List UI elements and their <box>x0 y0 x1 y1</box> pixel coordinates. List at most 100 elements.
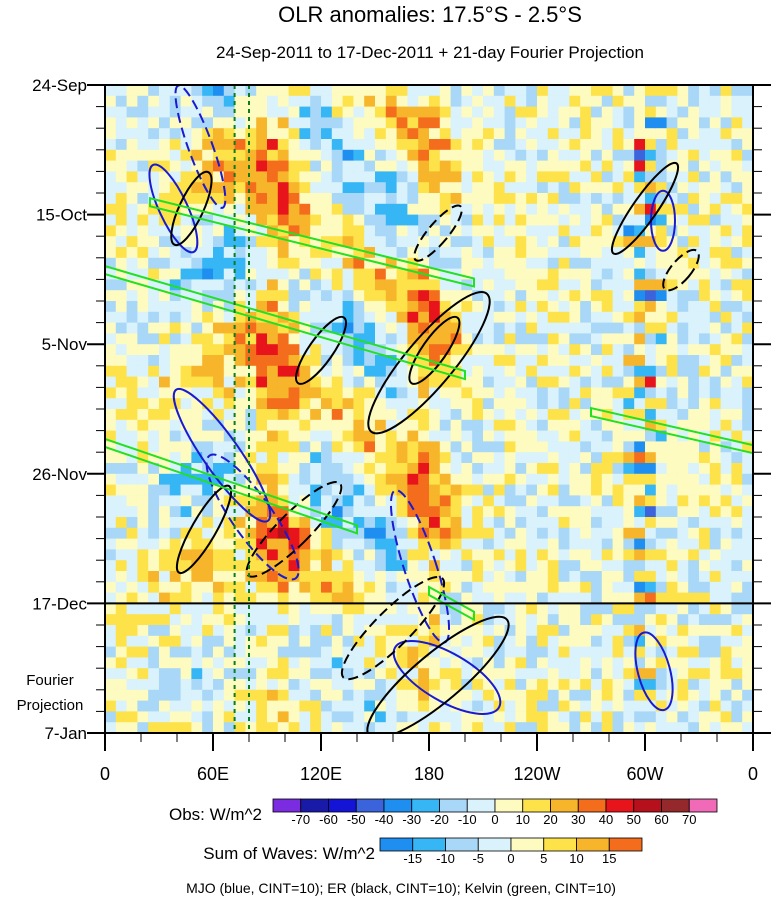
anomaly-cell <box>699 95 711 108</box>
anomaly-cell <box>148 225 160 237</box>
anomaly-cell <box>331 452 344 464</box>
anomaly-cell <box>655 657 668 669</box>
anomaly-cell <box>126 236 138 248</box>
anomaly-cell <box>688 268 700 280</box>
anomaly-cell <box>677 473 689 486</box>
anomaly-cell <box>677 333 689 345</box>
anomaly-cell <box>461 117 473 129</box>
anomaly-cell <box>580 625 592 637</box>
anomaly-cell <box>677 149 689 162</box>
anomaly-cell <box>148 603 160 615</box>
anomaly-cell <box>493 538 506 550</box>
anomaly-cell <box>213 139 225 151</box>
anomaly-cell <box>321 322 333 334</box>
anomaly-cell <box>580 355 592 367</box>
obs-colorbar-tick-label: 40 <box>599 812 613 827</box>
anomaly-cell <box>256 171 268 183</box>
anomaly-cell <box>504 365 516 378</box>
anomaly-cell <box>645 322 657 334</box>
anomaly-cell <box>558 430 570 442</box>
anomaly-cell <box>148 463 160 475</box>
anomaly-cell <box>418 311 430 324</box>
anomaly-cell <box>483 225 495 237</box>
anomaly-cell <box>396 711 408 723</box>
anomaly-cell <box>709 247 722 259</box>
anomaly-cell <box>537 625 549 637</box>
anomaly-cell <box>137 365 149 378</box>
anomaly-cell <box>677 592 689 604</box>
anomaly-cell <box>450 614 462 626</box>
anomaly-cell <box>580 711 592 723</box>
anomaly-cell <box>353 679 365 691</box>
anomaly-cell <box>461 149 473 162</box>
anomaly-cell <box>256 668 268 680</box>
anomaly-cell <box>450 668 462 680</box>
anomaly-cell <box>288 527 300 540</box>
anomaly-cell <box>688 430 700 442</box>
anomaly-cell <box>731 614 743 626</box>
anomaly-cell <box>213 225 225 237</box>
anomaly-cell <box>331 506 344 518</box>
anomaly-cell <box>288 387 300 399</box>
anomaly-cell <box>385 203 398 216</box>
anomaly-cell <box>623 139 635 151</box>
anomaly-cell <box>731 225 743 237</box>
anomaly-cell <box>105 355 117 367</box>
anomaly-cell <box>418 236 430 248</box>
anomaly-cell <box>429 322 441 334</box>
anomaly-cell <box>720 214 732 226</box>
anomaly-cell <box>623 171 635 183</box>
anomaly-cell <box>321 301 333 313</box>
anomaly-cell <box>580 679 592 691</box>
anomaly-cell <box>256 128 268 140</box>
anomaly-cell <box>580 409 592 421</box>
anomaly-cell <box>655 419 668 432</box>
anomaly-cell <box>202 247 214 259</box>
anomaly-cell <box>245 355 257 367</box>
anomaly-cell <box>634 203 646 216</box>
anomaly-cell <box>137 419 149 432</box>
anomaly-cell <box>731 668 743 680</box>
anomaly-cell <box>504 592 516 604</box>
anomaly-cell <box>472 603 484 615</box>
anomaly-cell <box>342 149 354 162</box>
anomaly-cell <box>353 473 365 486</box>
anomaly-cell <box>591 635 603 648</box>
anomaly-cell <box>472 484 484 496</box>
anomaly-cell <box>580 668 592 680</box>
anomaly-cell <box>439 333 452 345</box>
x-tick-label: 180 <box>414 764 444 784</box>
anomaly-cell <box>342 700 354 712</box>
anomaly-cell <box>634 560 646 572</box>
anomaly-cell <box>353 344 365 356</box>
anomaly-cell <box>321 484 333 496</box>
anomaly-cell <box>623 182 635 194</box>
anomaly-cell <box>493 193 506 205</box>
anomaly-cell <box>126 603 138 615</box>
anomaly-cell <box>396 646 408 658</box>
anomaly-cell <box>591 668 603 680</box>
anomaly-cell <box>515 419 527 432</box>
anomaly-cell <box>256 160 268 172</box>
anomaly-cell <box>515 85 527 97</box>
anomaly-cell <box>310 592 322 604</box>
anomaly-cell <box>159 484 171 496</box>
anomaly-cell <box>731 279 743 291</box>
anomaly-cell <box>493 301 506 313</box>
anomaly-cell <box>504 376 516 388</box>
anomaly-cell <box>569 203 581 216</box>
anomaly-cell <box>180 301 192 313</box>
anomaly-cell <box>418 376 430 388</box>
anomaly-cell <box>267 95 279 108</box>
anomaly-cell <box>504 700 516 712</box>
anomaly-cell <box>526 473 538 486</box>
anomaly-cell <box>213 560 225 572</box>
anomaly-cell <box>483 236 495 248</box>
anomaly-cell <box>645 171 657 183</box>
anomaly-cell <box>137 182 149 194</box>
anomaly-cell <box>699 268 711 280</box>
anomaly-cell <box>202 355 214 367</box>
anomaly-cell <box>547 603 560 615</box>
anomaly-cell <box>299 257 311 270</box>
anomaly-cell <box>526 603 538 615</box>
